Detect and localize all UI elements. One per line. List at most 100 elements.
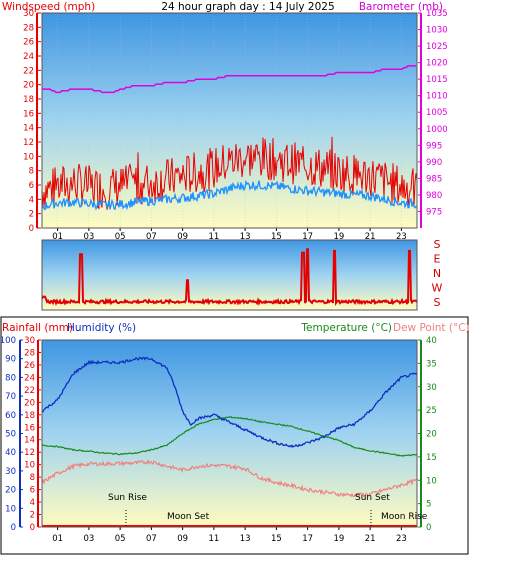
rainfall-tick-label: 30 [24, 336, 35, 346]
rainfall-tick-label: 22 [24, 386, 35, 396]
rainfall-tick-label: 26 [24, 361, 35, 371]
barometer-tick-label: 990 [426, 158, 442, 168]
windspeed-tick-label: 28 [23, 23, 34, 33]
barometer-y-axis: 975 980 985 990 995 1000 1005 1010 1015 1020 1025 1… [418, 9, 448, 228]
barometer-tick-label: 1005 [426, 108, 448, 118]
wind-x-tick-label: 19 [333, 232, 344, 242]
windspeed-tick-label: 0 [29, 224, 34, 234]
humidity-tick-label: 70 [5, 392, 16, 402]
series-dewpoint [41, 458, 418, 498]
temperature-tick-label: 15 [426, 453, 437, 463]
temp-x-tick-label: 21 [365, 534, 376, 544]
humidity-tick-label: 90 [5, 355, 16, 365]
windspeed-tick-label: 18 [23, 95, 34, 105]
wind-x-tick-label: 09 [177, 232, 188, 242]
direction-plot-area [42, 240, 417, 310]
humidity-tick-label: 100 [0, 336, 16, 346]
rainfall-tick-label: 6 [30, 486, 35, 496]
barometer-tick-label: 1030 [426, 26, 448, 36]
direction-series [41, 248, 418, 306]
moon-rise-label: Moon Rise [381, 512, 428, 522]
temp-x-tick-label: 01 [52, 534, 63, 544]
barometer-tick-label: 1035 [426, 9, 448, 19]
barometer-tick-label: 1010 [426, 92, 448, 102]
temperature-y-axis: 0 5 10 15 20 25 30 35 40 [418, 336, 437, 533]
wind-x-tick-label: 21 [365, 232, 376, 242]
wind-x-tick-label: 05 [115, 232, 126, 242]
temperature-tick-label: 40 [426, 336, 437, 346]
temp-x-tick-label: 07 [146, 534, 157, 544]
barometer-axis-title: Barometer (mb) [359, 1, 443, 13]
rainfall-tick-label: 20 [24, 398, 35, 408]
rainfall-tick-label: 10 [24, 461, 35, 471]
temp-x-tick-label: 23 [396, 534, 407, 544]
temp-x-tick-label: 17 [302, 534, 313, 544]
barometer-tick-label: 1015 [426, 75, 448, 85]
wind-x-tick-label: 01 [52, 232, 63, 242]
rainfall-tick-label: 24 [24, 373, 35, 383]
rainfall-tick-label: 14 [24, 436, 35, 446]
humidity-axis-title: Humidity (%) [67, 322, 136, 334]
windspeed-tick-label: 2 [29, 210, 34, 220]
series-barometer [42, 65, 416, 94]
windspeed-tick-label: 26 [23, 38, 34, 48]
wind-x-tick-label: 03 [83, 232, 94, 242]
windspeed-tick-label: 14 [23, 124, 34, 134]
rainfall-tick-label: 4 [30, 498, 35, 508]
temp-x-tick-label: 05 [115, 534, 126, 544]
barometer-tick-label: 1025 [426, 42, 448, 52]
barometer-tick-label: 995 [426, 141, 442, 151]
wind-x-tick-label: 11 [208, 232, 219, 242]
direction-label: E [434, 253, 441, 266]
rainfall-tick-label: 28 [24, 348, 35, 358]
wind-plot-area [42, 13, 417, 228]
temp-x-tick-label: 11 [208, 534, 219, 544]
windspeed-tick-label: 30 [23, 9, 34, 19]
windspeed-tick-label: 6 [29, 181, 34, 191]
sun-set-label: Sun Set [355, 493, 390, 503]
windspeed-tick-label: 8 [29, 167, 34, 177]
rainfall-humidity-axes: 0102030405060708090100024681012141618202… [0, 336, 41, 533]
humidity-tick-label: 30 [5, 467, 16, 477]
temperature-tick-label: 30 [426, 383, 437, 393]
barometer-tick-label: 980 [426, 191, 442, 201]
series-windspeed [41, 179, 418, 211]
temperature-tick-label: 25 [426, 406, 437, 416]
windspeed-tick-label: 12 [23, 138, 34, 148]
direction-label: N [433, 267, 441, 280]
series-wind-gust [41, 136, 418, 210]
windspeed-tick-label: 22 [23, 66, 34, 76]
humidity-tick-label: 80 [5, 373, 16, 383]
windspeed-tick-label: 20 [23, 81, 34, 91]
wind-x-tick-label: 15 [271, 232, 282, 242]
barometer-tick-label: 1000 [426, 125, 448, 135]
temperature-axis-title: Temperature (°C) [300, 322, 392, 334]
rainfall-tick-label: 0 [30, 523, 35, 533]
series-humidity [41, 356, 418, 448]
humidity-tick-label: 10 [5, 504, 16, 514]
wind-x-axis: 01 03 05 07 09 11 13 15 17 19 21 23 [52, 228, 407, 242]
humidity-tick-label: 50 [5, 430, 16, 440]
humidity-tick-label: 20 [5, 486, 16, 496]
wind-x-tick-label: 17 [302, 232, 313, 242]
wind-series [41, 65, 418, 211]
temp-series [41, 356, 418, 527]
wind-x-tick-label: 07 [146, 232, 157, 242]
dewpoint-axis-title: Dew Point (°C) [393, 322, 470, 334]
rainfall-tick-label: 8 [30, 473, 35, 483]
rainfall-tick-label: 18 [24, 411, 35, 421]
windspeed-axis-title: Windspeed (mph) [2, 1, 95, 13]
humidity-tick-label: 0 [11, 523, 16, 533]
temp-humidity-plot: 0102030405060708090100024681012141618202… [0, 336, 437, 544]
temperature-tick-label: 0 [426, 523, 431, 533]
temperature-tick-label: 5 [426, 500, 431, 510]
barometer-tick-label: 985 [426, 174, 442, 184]
direction-label: S [434, 296, 441, 309]
direction-label: W [432, 282, 443, 295]
direction-label: S [434, 238, 441, 251]
temp-x-tick-label: 13 [240, 534, 251, 544]
temp-x-axis: 01 03 05 07 09 11 13 15 17 19 21 23 [52, 527, 407, 544]
